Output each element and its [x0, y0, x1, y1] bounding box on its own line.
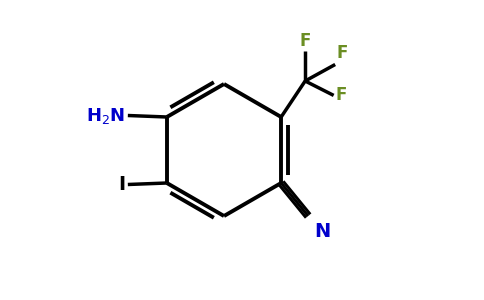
Text: I: I — [118, 175, 125, 194]
Text: F: F — [335, 86, 347, 104]
Text: F: F — [300, 32, 311, 50]
Text: N: N — [314, 222, 331, 241]
Text: F: F — [337, 44, 348, 62]
Text: H$_2$N: H$_2$N — [86, 106, 125, 125]
